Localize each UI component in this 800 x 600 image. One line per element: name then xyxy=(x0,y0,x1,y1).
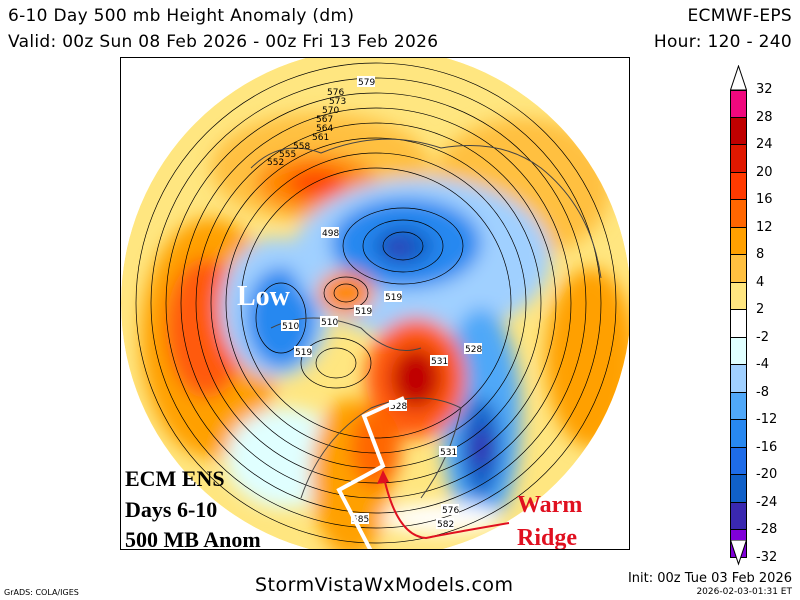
height-anomaly-map: 579 576 573 570 567 564 561 558 555 552 … xyxy=(120,57,630,550)
grads-credit: GrADS: COLA/IGES xyxy=(4,588,79,597)
colorbar-label: 12 xyxy=(756,219,773,235)
colorbar-bin xyxy=(730,227,747,255)
colorbar-label: 8 xyxy=(756,247,765,262)
colorbar-bin xyxy=(730,200,747,228)
contour-label: 576 xyxy=(327,88,344,98)
contour-label: 528 xyxy=(465,345,482,355)
contour-label: 567 xyxy=(316,115,333,125)
colorbar-bin xyxy=(730,337,747,365)
contour-label: 576 xyxy=(442,506,459,516)
contour-labels: 579 576 573 570 567 564 561 558 555 552 … xyxy=(267,76,482,530)
height-contours xyxy=(135,62,617,544)
colorbar-bin xyxy=(730,255,747,283)
contour-label: 519 xyxy=(295,348,312,358)
contour-label: 573 xyxy=(329,97,346,107)
colorbar-label: -2 xyxy=(756,329,769,345)
colorbar-bin xyxy=(730,447,747,475)
contour-label: 582 xyxy=(437,520,454,530)
ridge-axis-line xyxy=(336,396,405,549)
contour-label: 561 xyxy=(312,133,329,143)
contour-label: 531 xyxy=(431,357,448,367)
contour-label: 585 xyxy=(352,515,369,525)
colorbar-label: 2 xyxy=(756,302,765,317)
colorbar-label: 20 xyxy=(756,164,773,180)
colorbar xyxy=(730,90,747,558)
colorbar-bin xyxy=(730,145,747,173)
colorbar-label: -24 xyxy=(756,494,778,510)
colorbar-bin xyxy=(730,310,747,338)
contour-label: 519 xyxy=(355,307,372,317)
colorbar-label: 24 xyxy=(756,137,773,152)
model-name: ECMWF-EPS xyxy=(687,6,792,26)
ecm-label-line3: 500 MB Anom xyxy=(125,527,261,550)
contour-label: 564 xyxy=(316,124,333,134)
colorbar-label: -28 xyxy=(756,522,778,537)
warm-ridge-label-line1: Warm xyxy=(517,492,582,518)
colorbar-bin xyxy=(730,392,747,420)
ecm-label-line2: Days 6-10 xyxy=(125,497,217,522)
forecast-hours: Hour: 120 - 240 xyxy=(653,32,792,52)
contour-label: 510 xyxy=(321,318,338,328)
colorbar-bin xyxy=(730,365,747,393)
low-label: Low xyxy=(237,281,291,312)
colorbar-bin xyxy=(730,420,747,448)
colorbar-bottom-arrow xyxy=(730,540,747,566)
colorbar-bin xyxy=(730,90,747,118)
colorbar-label: -32 xyxy=(756,549,778,565)
colorbar-label: 32 xyxy=(756,82,773,97)
colorbar-label: 28 xyxy=(756,109,773,125)
contour-label: 510 xyxy=(282,322,299,332)
colorbar-label: -12 xyxy=(756,412,778,427)
colorbar-label: -20 xyxy=(756,467,778,482)
arrowhead-icon xyxy=(377,470,389,484)
colorbar-bin xyxy=(730,172,747,200)
contour-label: 528 xyxy=(390,402,407,412)
colorbar-bin xyxy=(730,475,747,503)
colorbar-top-arrow xyxy=(730,65,747,91)
init-time: Init: 00z Tue 03 Feb 2026 xyxy=(627,571,792,586)
contour-label: 555 xyxy=(279,150,296,160)
colorbar-bin xyxy=(730,502,747,530)
timestamp: 2026-02-03-01:31 ET xyxy=(696,587,792,597)
colorbar-label: 4 xyxy=(756,274,765,290)
anomaly-shading xyxy=(121,58,629,549)
colorbar-label: -4 xyxy=(756,357,769,372)
colorbar-label: -16 xyxy=(756,439,778,455)
colorbar-bin xyxy=(730,117,747,145)
colorbar-label: -8 xyxy=(756,384,769,400)
map-title: 6-10 Day 500 mb Height Anomaly (dm) xyxy=(8,6,355,26)
contour-label: 498 xyxy=(322,229,339,239)
warm-ridge-arrow xyxy=(382,472,510,540)
contour-label: 579 xyxy=(358,78,375,88)
colorbar-bin xyxy=(730,282,747,310)
warm-ridge-label-line2: Ridge xyxy=(517,525,577,550)
ecm-label-line1: ECM ENS xyxy=(125,466,225,491)
valid-period: Valid: 00z Sun 08 Feb 2026 - 00z Fri 13 … xyxy=(8,32,439,52)
colorbar-label: 16 xyxy=(756,192,773,207)
site-name: StormVistaWxModels.com xyxy=(255,574,514,596)
contour-label: 558 xyxy=(293,142,310,152)
contour-label: 570 xyxy=(322,106,339,116)
contour-label: 531 xyxy=(440,448,457,458)
contour-label: 552 xyxy=(267,158,284,168)
contour-label: 519 xyxy=(385,293,402,303)
